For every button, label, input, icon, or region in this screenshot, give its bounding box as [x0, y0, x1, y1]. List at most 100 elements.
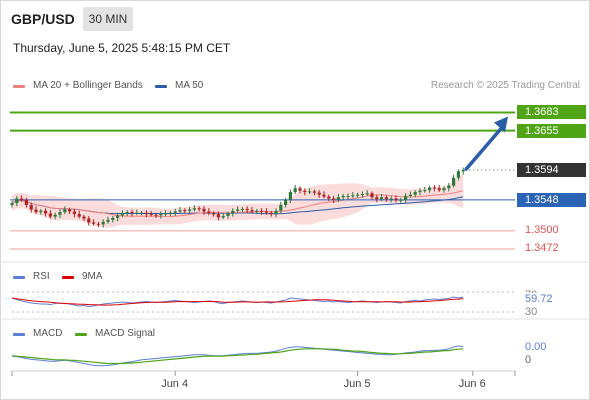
rsi-ma-swatch [62, 276, 74, 279]
candle-body [106, 219, 110, 222]
candle-body [183, 210, 187, 212]
macd-legend-label: MACD [33, 328, 63, 339]
x-tick-jun6: Jun 6 [458, 378, 486, 390]
x-tick-jun5: Jun 5 [343, 378, 371, 390]
candle-body [432, 187, 436, 189]
macd-line [11, 345, 464, 367]
x-tick-jun4: Jun 4 [161, 378, 189, 390]
candle-body [111, 217, 115, 220]
candle-body [240, 208, 244, 210]
support-1-label: 1.3500 [525, 223, 559, 236]
resistance-2-tag: 1.3683 [517, 105, 586, 120]
pivot-tag: 1.3548 [517, 192, 586, 207]
candle-body [125, 212, 129, 214]
candle-body [255, 210, 259, 212]
candle-body [77, 214, 81, 217]
candle-body [188, 209, 192, 211]
candle-body [269, 212, 273, 215]
candle-body [322, 194, 326, 197]
candle-body [202, 208, 206, 212]
candle-body [461, 170, 465, 172]
candle-body [408, 194, 412, 196]
candle-body [423, 190, 427, 192]
datetime-label: Thursday, June 5, 2025 5:48:15 PM CET [13, 41, 231, 55]
macd-swatch [13, 333, 25, 336]
candle-body [135, 212, 139, 214]
candle-body [447, 185, 451, 189]
rsi-current-value: 59.72 [525, 293, 553, 305]
candle-body [356, 194, 360, 196]
candle-body [82, 216, 86, 219]
candle-body [173, 211, 177, 213]
candle-body [53, 214, 57, 217]
candle-body [168, 212, 172, 214]
candle-body [231, 210, 235, 214]
candle-body [312, 191, 316, 193]
candle-body [216, 214, 220, 218]
candle-body [365, 193, 369, 195]
candle-body [293, 188, 297, 193]
rsi-level-30: 30 [525, 306, 538, 318]
candle-body [149, 214, 153, 216]
candle-body [140, 212, 144, 214]
candle-body [10, 203, 14, 205]
rsi-ma-line [11, 297, 464, 306]
candle-body [264, 211, 268, 213]
candle-body [288, 192, 292, 200]
candle-body [250, 210, 254, 212]
macd-zero-label: 0 [525, 354, 532, 366]
timeframe-button[interactable]: 30 MIN [83, 7, 133, 31]
candle-body [236, 209, 240, 211]
candle-body [245, 208, 249, 211]
candle-body [442, 188, 446, 191]
projection-arrow [464, 125, 504, 171]
candle-body [279, 205, 283, 211]
candle-body [394, 198, 398, 201]
candle-body [48, 213, 52, 217]
candle-body [192, 208, 196, 210]
candle-body [351, 195, 355, 197]
candle-body [72, 211, 76, 215]
candle-body [24, 199, 28, 205]
candle-body [399, 199, 403, 201]
rsi-swatch [13, 276, 25, 279]
ma50-legend-label: MA 50 [175, 80, 204, 91]
candle-body [96, 223, 100, 225]
rsi-ma-legend-label: 9MA [82, 271, 103, 282]
candle-body [29, 205, 33, 210]
candle-body [207, 211, 211, 214]
ma20-legend-label: MA 20 + Bollinger Bands [33, 80, 143, 91]
candle-body [274, 210, 278, 215]
candle-body [375, 197, 379, 200]
macd-signal-legend-label: MACD Signal [95, 328, 156, 339]
candle-body [360, 194, 364, 195]
candle-body [39, 210, 43, 213]
candle-body [226, 213, 230, 216]
resistance-1-tag: 1.3655 [517, 123, 586, 138]
candle-body [154, 214, 158, 216]
macd-current-value: 0.00 [525, 341, 547, 353]
candle-body [303, 190, 307, 193]
candle-body [178, 210, 182, 212]
candle-body [298, 188, 302, 191]
candle-body [428, 187, 432, 191]
candle-body [120, 213, 124, 216]
candle-body [197, 208, 201, 210]
candle-body [418, 190, 422, 193]
candle-body [164, 213, 168, 215]
candle-body [144, 212, 148, 215]
candle-body [384, 197, 388, 200]
candle-body [212, 213, 216, 215]
candle-body [308, 191, 312, 193]
macd-signal-swatch [75, 333, 87, 336]
candle-body [317, 192, 321, 195]
macd-signal-line [11, 348, 464, 365]
candle-body [20, 198, 24, 200]
candle-body [389, 198, 393, 200]
candle-body [92, 222, 96, 224]
candle-body [346, 195, 350, 197]
candle-body [437, 188, 441, 191]
candle-body [327, 196, 331, 199]
candle-body [68, 209, 72, 212]
